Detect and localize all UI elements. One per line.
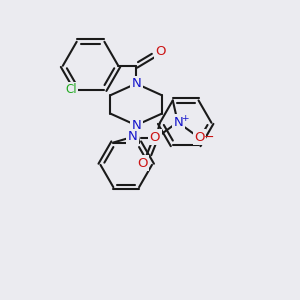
Text: +: + bbox=[181, 114, 188, 123]
Text: N: N bbox=[131, 77, 141, 90]
Text: N: N bbox=[131, 119, 141, 132]
Text: O: O bbox=[137, 157, 147, 170]
Text: O: O bbox=[156, 45, 166, 58]
Text: O: O bbox=[194, 130, 205, 144]
Text: N: N bbox=[174, 116, 184, 129]
Text: N: N bbox=[127, 130, 137, 143]
Text: O: O bbox=[150, 130, 160, 144]
Text: −: − bbox=[203, 130, 214, 144]
Text: Cl: Cl bbox=[65, 83, 76, 96]
Text: H: H bbox=[130, 133, 138, 142]
